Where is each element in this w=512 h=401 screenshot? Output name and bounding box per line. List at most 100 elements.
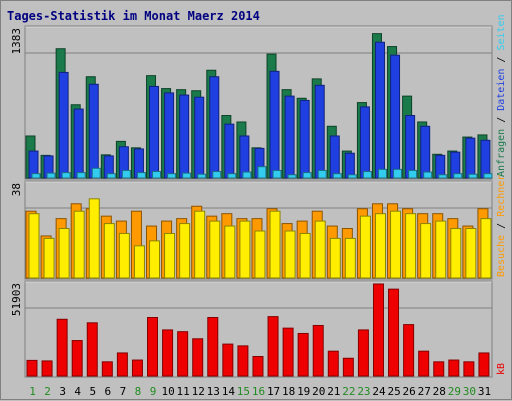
x-tick-label-day-16: 16 (252, 385, 265, 398)
bar-dateien-day-14 (224, 123, 235, 179)
x-tick-label-day-3: 3 (59, 385, 66, 398)
bar-dateien-day-24 (374, 41, 385, 179)
bar-seiten-day-23 (362, 171, 372, 179)
bar-dateien-day-27 (420, 125, 431, 179)
axis-max-top: 1383 (10, 28, 23, 55)
legend-part: Besuche (496, 234, 507, 277)
bar-rechner-day-3 (58, 228, 70, 279)
x-tick-label-day-25: 25 (387, 385, 400, 398)
x-tick-label-day-19: 19 (297, 385, 310, 398)
legend-part: / (496, 110, 507, 129)
bar-kb-day-18 (282, 327, 294, 377)
bar-dateien-day-5 (88, 83, 99, 179)
bar-seiten-day-13 (212, 171, 222, 179)
bar-seiten-day-19 (302, 172, 312, 179)
bar-seiten-day-5 (91, 167, 101, 179)
bar-dateien-day-25 (390, 54, 401, 179)
bar-dateien-day-21 (329, 135, 340, 179)
bar-rechner-day-1 (28, 213, 40, 279)
bar-dateien-day-11 (179, 94, 190, 179)
bar-seiten-day-1 (31, 173, 41, 179)
bar-dateien-day-20 (314, 84, 325, 179)
bar-rechner-day-20 (314, 220, 326, 279)
chart-title: Tages-Statistik im Monat Maerz 2014 (7, 9, 260, 23)
bar-seiten-day-12 (197, 173, 207, 179)
x-tick-label-day-9: 9 (150, 385, 157, 398)
axis-max-bottom: 51903 (10, 283, 23, 317)
bar-dateien-day-26 (405, 115, 416, 179)
legend-part: Rechner (496, 174, 507, 217)
bar-kb-day-6 (101, 361, 113, 377)
legend-part: Dateien (496, 68, 507, 111)
bar-kb-day-19 (297, 332, 309, 377)
x-tick-label-day-10: 10 (161, 385, 174, 398)
x-tick-label-day-21: 21 (327, 385, 340, 398)
bar-rechner-day-31 (480, 218, 492, 279)
bar-rechner-day-15 (239, 220, 251, 279)
bar-rechner-day-30 (465, 228, 477, 279)
bar-seiten-day-7 (121, 169, 131, 179)
x-tick-label-day-20: 20 (312, 385, 325, 398)
bar-seiten-day-18 (287, 174, 297, 179)
bar-seiten-day-25 (393, 168, 403, 179)
bar-seiten-day-26 (408, 169, 418, 179)
bar-rechner-day-5 (88, 198, 100, 279)
bar-rechner-day-21 (329, 237, 341, 279)
x-tick-label-day-14: 14 (222, 385, 236, 398)
bar-dateien-day-19 (299, 99, 310, 179)
legend-top: Anfragen / Dateien / Seiten (496, 14, 507, 177)
x-tick-label-day-26: 26 (403, 385, 416, 398)
bar-rechner-day-24 (374, 213, 386, 279)
bar-kb-day-23 (357, 329, 369, 377)
x-tick-label-day-12: 12 (192, 385, 205, 398)
bar-kb-day-16 (252, 356, 264, 377)
bar-rechner-day-2 (43, 237, 55, 279)
bar-rechner-day-4 (73, 210, 85, 279)
x-tick-label-day-15: 15 (237, 385, 250, 398)
bar-kb-day-26 (403, 324, 415, 377)
bar-dateien-day-30 (465, 137, 476, 179)
bar-seiten-day-17 (272, 169, 282, 179)
bar-kb-day-21 (327, 350, 339, 377)
x-tick-label-day-5: 5 (89, 385, 96, 398)
bar-dateien-day-10 (164, 92, 175, 179)
legend-bottom: kB (496, 363, 507, 375)
bar-rechner-day-19 (299, 232, 311, 279)
x-tick-label-day-27: 27 (418, 385, 431, 398)
bar-seiten-day-21 (332, 173, 342, 179)
bar-seiten-day-29 (453, 173, 463, 179)
bar-dateien-day-9 (149, 85, 160, 179)
x-tick-label-day-13: 13 (207, 385, 220, 398)
bar-kb-day-29 (448, 359, 460, 377)
bar-rechner-day-28 (435, 220, 447, 279)
bar-dateien-day-18 (284, 95, 295, 179)
bar-kb-day-5 (86, 322, 98, 377)
bar-seiten-day-20 (317, 169, 327, 179)
bar-rechner-day-27 (420, 223, 432, 279)
x-tick-label-day-29: 29 (448, 385, 461, 398)
bar-seiten-day-15 (242, 171, 252, 179)
x-tick-label-day-28: 28 (433, 385, 446, 398)
bar-rechner-day-10 (164, 232, 176, 279)
bar-kb-day-27 (418, 350, 430, 377)
bar-rechner-day-22 (344, 237, 356, 279)
bar-kb-day-1 (26, 359, 38, 377)
x-tick-label-day-2: 2 (44, 385, 51, 398)
x-tick-label-day-22: 22 (342, 385, 355, 398)
bar-dateien-day-13 (209, 76, 220, 179)
bar-seiten-day-27 (423, 171, 433, 179)
bar-dateien-day-12 (194, 96, 205, 179)
x-tick-label-day-11: 11 (177, 385, 190, 398)
bar-kb-day-24 (372, 283, 384, 377)
bar-kb-day-9 (147, 317, 159, 377)
bar-kb-day-12 (192, 338, 204, 377)
bar-rechner-day-9 (149, 240, 161, 279)
bar-seiten-day-10 (167, 173, 177, 179)
bar-rechner-day-17 (269, 210, 281, 279)
x-tick-label-day-31: 31 (478, 385, 491, 398)
bar-seiten-day-8 (136, 172, 146, 179)
bar-rechner-day-12 (194, 210, 206, 279)
bar-kb-day-17 (267, 316, 279, 377)
bar-seiten-day-4 (76, 172, 86, 179)
bar-seiten-day-9 (152, 171, 162, 179)
